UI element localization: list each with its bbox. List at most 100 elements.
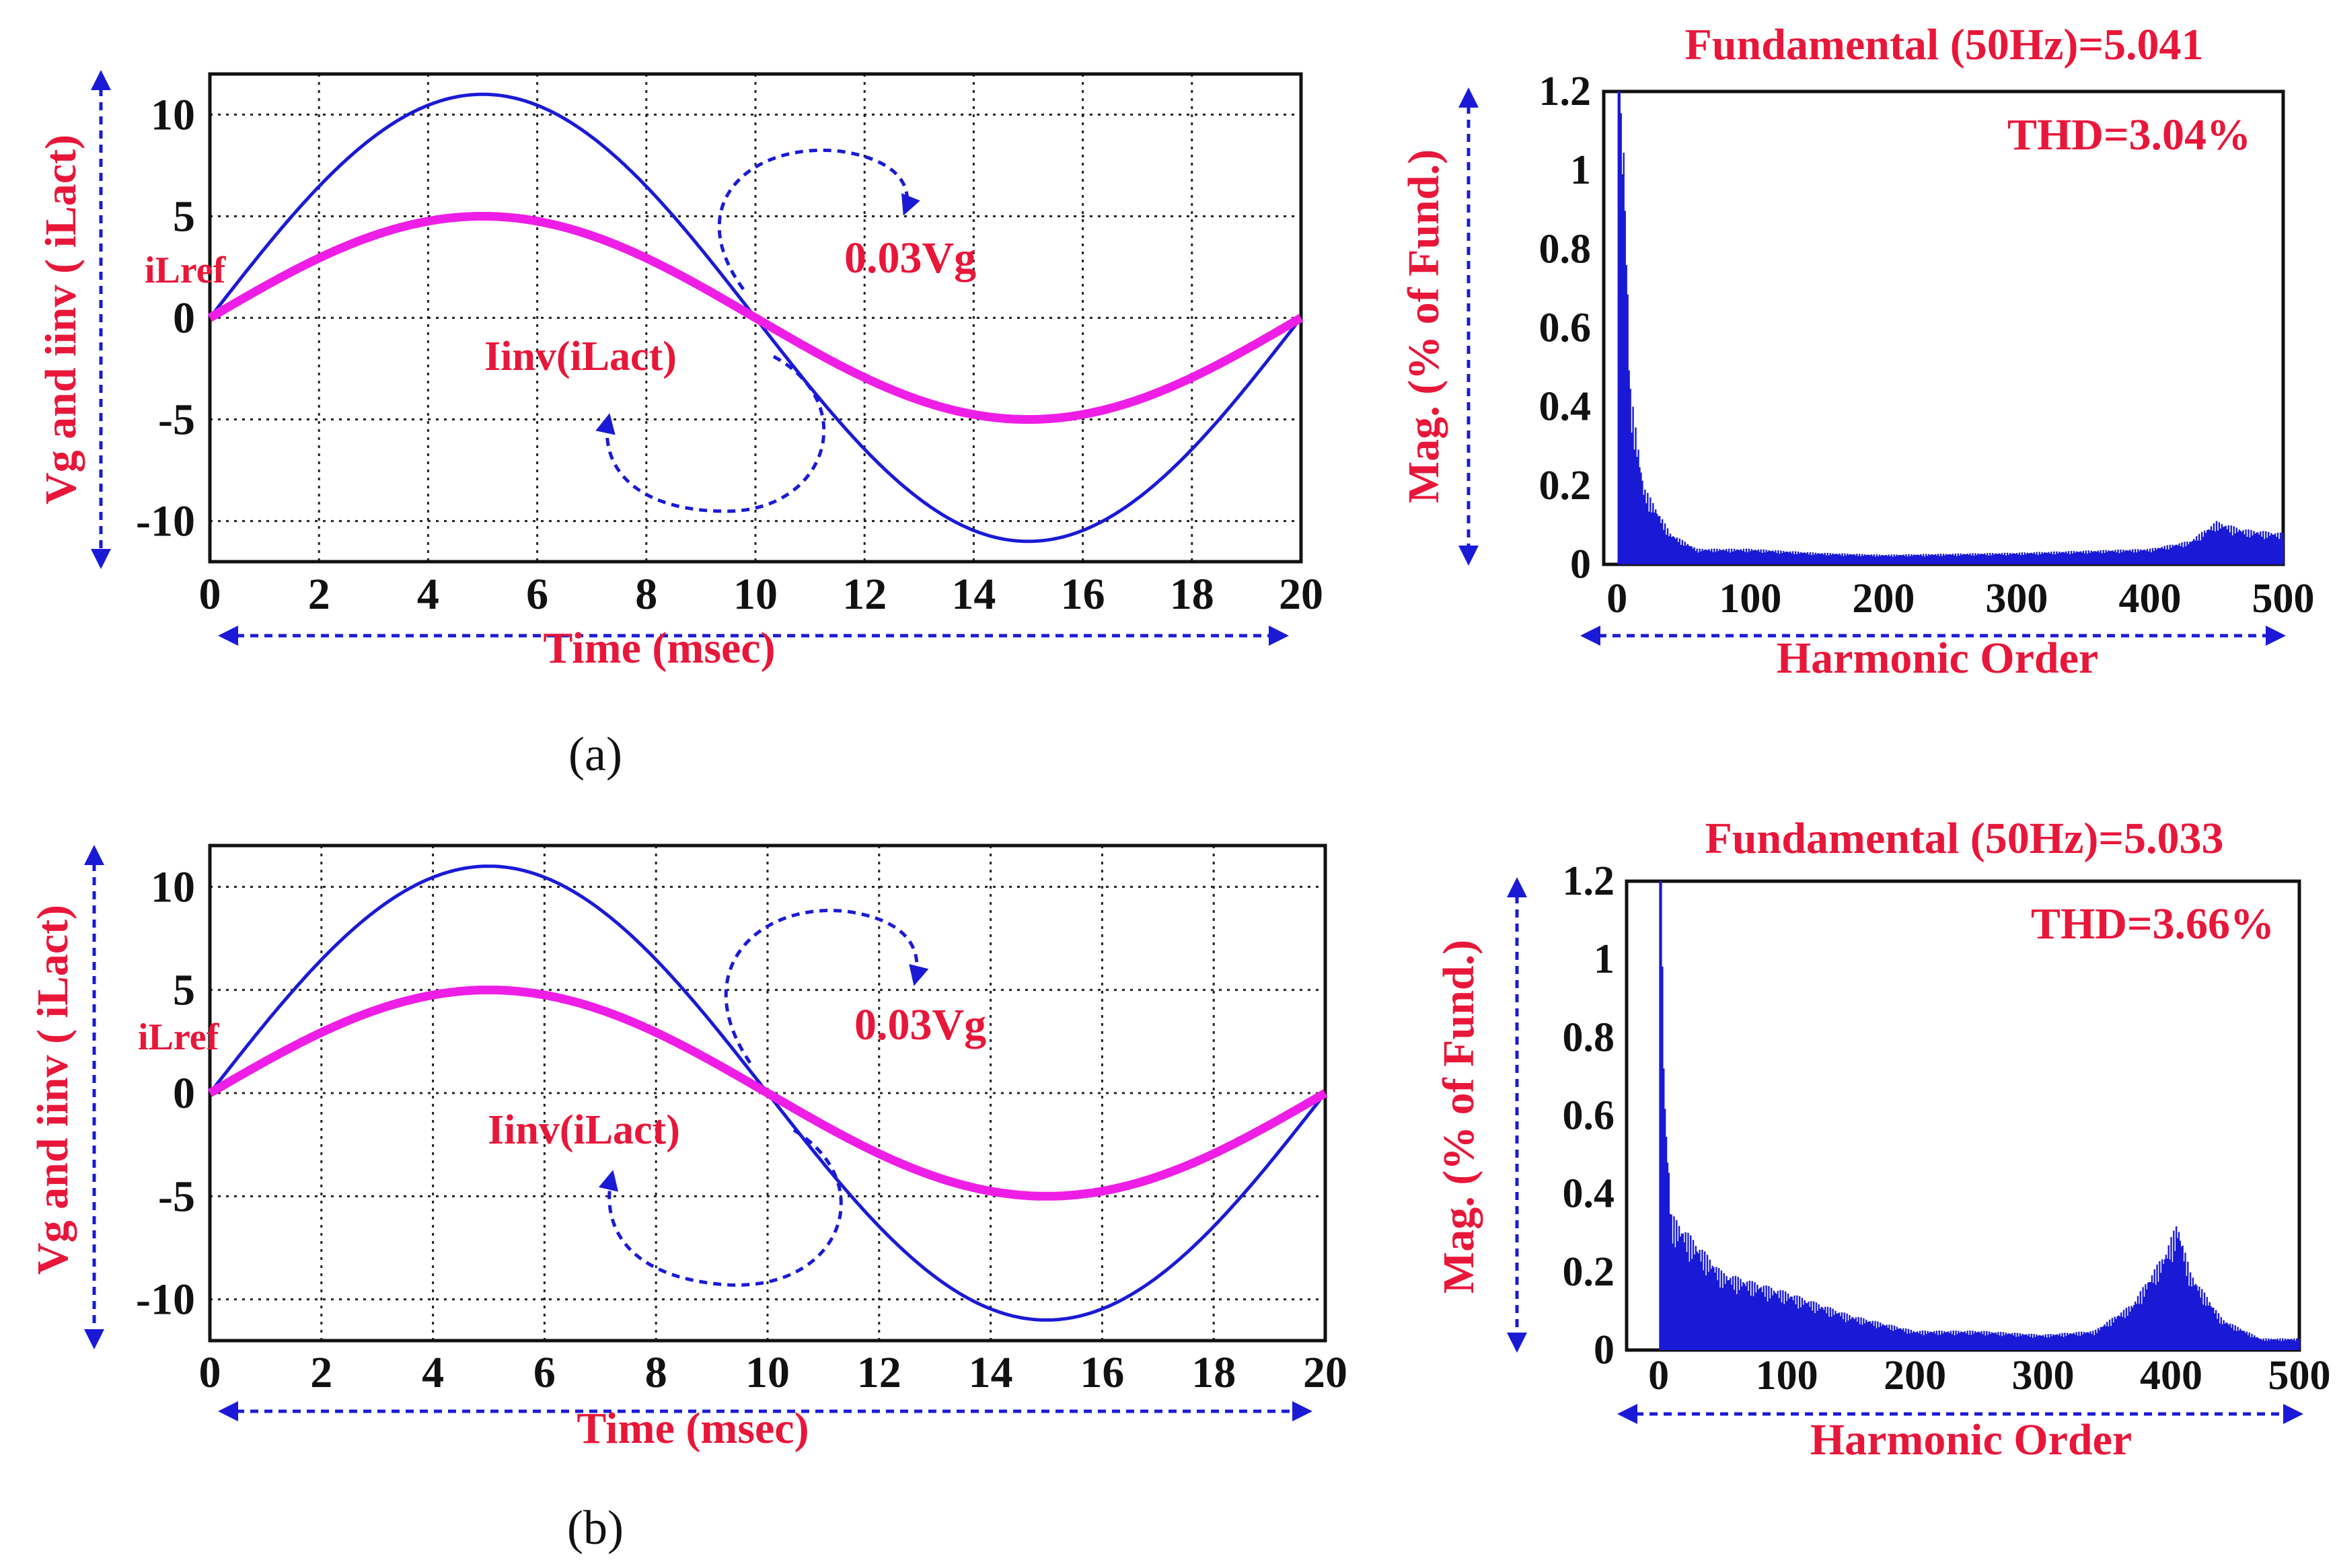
y-tick-label: 10 — [151, 862, 195, 911]
y-tick-label: 0.8 — [1539, 226, 1592, 272]
x-axis-label: Time (msec) — [577, 1404, 809, 1453]
x-tick-label: 12 — [857, 1348, 901, 1397]
harmonic-bars — [1659, 881, 2301, 1350]
x-tick-label: 18 — [1170, 570, 1214, 619]
y-tick-label: 1 — [1570, 147, 1591, 193]
vg-label: 0.03Vg — [844, 233, 976, 283]
x-tick-label: 0 — [199, 570, 221, 619]
x-tick-labels: 0 100 200 300 400 500 — [1648, 1353, 2330, 1398]
y-axis-label: Mag. (% of Fund.) — [1434, 940, 1483, 1294]
y-tick-label: 0 — [173, 1069, 195, 1118]
x-tick-label: 14 — [951, 570, 996, 619]
y-tick-label: 0.4 — [1563, 1171, 1615, 1217]
y-tick-label: 0 — [173, 294, 195, 343]
y-tick-labels: 1.2 1 0.8 0.6 0.4 0.2 0 — [1539, 69, 1592, 587]
x-axis-label: Time (msec) — [543, 624, 775, 673]
x-tick-label: 500 — [2268, 1353, 2331, 1398]
y-tick-label: 0.4 — [1539, 384, 1592, 430]
x-tick-labels: 0 100 200 300 400 500 — [1606, 576, 2314, 622]
plot-frame — [1602, 89, 2285, 566]
x-tick-label: 0 — [199, 1348, 221, 1397]
iinv-label: Iinv(iLact) — [484, 334, 677, 379]
x-tick-label: 12 — [842, 570, 887, 619]
plot-frame — [1625, 879, 2301, 1352]
y-tick-labels: 10 5 0 -5 -10 — [136, 90, 195, 546]
time-grid — [210, 846, 1325, 1341]
x-tick-label: 10 — [745, 1348, 790, 1397]
x-tick-label: 100 — [1719, 576, 1781, 622]
y-tick-label: -5 — [158, 1172, 195, 1221]
vg-annotation-arrow — [717, 149, 920, 291]
x-tick-label: 400 — [2118, 576, 2181, 622]
y-tick-label: 0.6 — [1563, 1093, 1615, 1139]
x-tick-label: 400 — [2140, 1353, 2202, 1398]
x-tick-label: 10 — [733, 570, 778, 619]
y-axis-label: Vg and iinv ( iLact) — [36, 135, 85, 505]
y-tick-label: 5 — [173, 966, 195, 1015]
x-tick-labels: 0 2 4 6 8 10 12 14 16 18 20 — [199, 570, 1324, 619]
x-tick-label: 16 — [1061, 570, 1105, 619]
y-tick-label: 0.2 — [1539, 463, 1592, 509]
y-tick-labels: 1.2 1 0.8 0.6 0.4 0.2 0 — [1563, 858, 1615, 1373]
y-tick-label: 0.6 — [1539, 305, 1592, 351]
x-tick-label: 4 — [422, 1348, 444, 1397]
y-axis-label: Vg and iinv ( iLact) — [28, 905, 77, 1275]
y-tick-label: 0 — [1594, 1327, 1615, 1373]
x-tick-label: 300 — [1985, 576, 2048, 622]
y-tick-label: 5 — [173, 192, 195, 241]
x-tick-label: 8 — [645, 1348, 667, 1397]
x-axis-label: Harmonic Order — [1777, 634, 2098, 683]
x-tick-label: 4 — [417, 570, 439, 619]
x-tick-label: 500 — [2252, 576, 2315, 622]
iinv-annotation-arrow — [598, 1128, 843, 1287]
x-tick-labels: 0 2 4 6 8 10 12 14 16 18 20 — [199, 1348, 1348, 1397]
x-tick-label: 2 — [310, 1348, 332, 1397]
harmonic-bars — [1617, 91, 2285, 564]
x-tick-label: 20 — [1279, 570, 1323, 619]
x-tick-label: 200 — [1852, 576, 1915, 622]
x-tick-label: 100 — [1756, 1353, 1818, 1398]
y-tick-label: 0 — [1570, 542, 1591, 587]
x-tick-label: 200 — [1884, 1353, 1946, 1398]
caption-b: (b) — [567, 1501, 624, 1555]
x-tick-label: 6 — [533, 1348, 556, 1397]
iinv-label: Iinv(iLact) — [488, 1107, 680, 1153]
x-axis-label: Harmonic Order — [1810, 1415, 2132, 1464]
thd-label: THD=3.04% — [2007, 110, 2251, 159]
x-tick-label: 20 — [1303, 1348, 1347, 1397]
iinv-waveform — [207, 985, 1328, 1201]
panel-a-harmonic-chart: 0 100 200 300 400 500 1.2 1 0.8 0.6 0.4 0.2 0 Funda… — [1399, 20, 2315, 683]
x-tick-label: 18 — [1191, 1348, 1236, 1397]
chart-title: Fundamental (50Hz)=5.033 — [1705, 814, 2224, 863]
y-tick-label: 1.2 — [1539, 69, 1592, 114]
iinv-waveform — [207, 212, 1304, 424]
chart-title: Fundamental (50Hz)=5.041 — [1685, 20, 2204, 69]
caption-a: (a) — [568, 727, 622, 781]
thd-label: THD=3.66% — [2031, 899, 2274, 948]
x-tick-label: 2 — [308, 570, 330, 619]
panel-b-harmonic-chart: 0 100 200 300 400 500 1.2 1 0.8 0.6 0.4 0.2 0 Funda… — [1434, 814, 2331, 1464]
x-tick-label: 300 — [2012, 1353, 2075, 1398]
iLref-label: iLref — [138, 1016, 220, 1058]
y-axis-label: Mag. (% of Fund.) — [1399, 149, 1448, 503]
y-tick-labels: 10 5 0 -5 -10 — [136, 862, 195, 1324]
vg-label: 0.03Vg — [854, 1000, 986, 1049]
y-tick-label: 1 — [1594, 936, 1615, 982]
y-tick-label: -10 — [136, 1275, 195, 1324]
x-tick-label: 14 — [969, 1348, 1013, 1397]
x-tick-label: 16 — [1080, 1348, 1124, 1397]
x-tick-label: 0 — [1606, 576, 1627, 622]
vg-annotation-arrow — [724, 909, 929, 1064]
y-tick-label: 0.2 — [1563, 1249, 1615, 1295]
y-tick-label: -5 — [158, 396, 195, 445]
y-tick-label: 1.2 — [1563, 858, 1615, 904]
iLref-label: iLref — [145, 250, 227, 291]
iinv-annotation-arrow — [595, 354, 826, 513]
y-tick-label: 0.8 — [1563, 1014, 1615, 1060]
x-tick-label: 0 — [1648, 1353, 1669, 1398]
y-tick-label: -10 — [136, 497, 195, 546]
y-tick-label: 10 — [151, 90, 195, 139]
